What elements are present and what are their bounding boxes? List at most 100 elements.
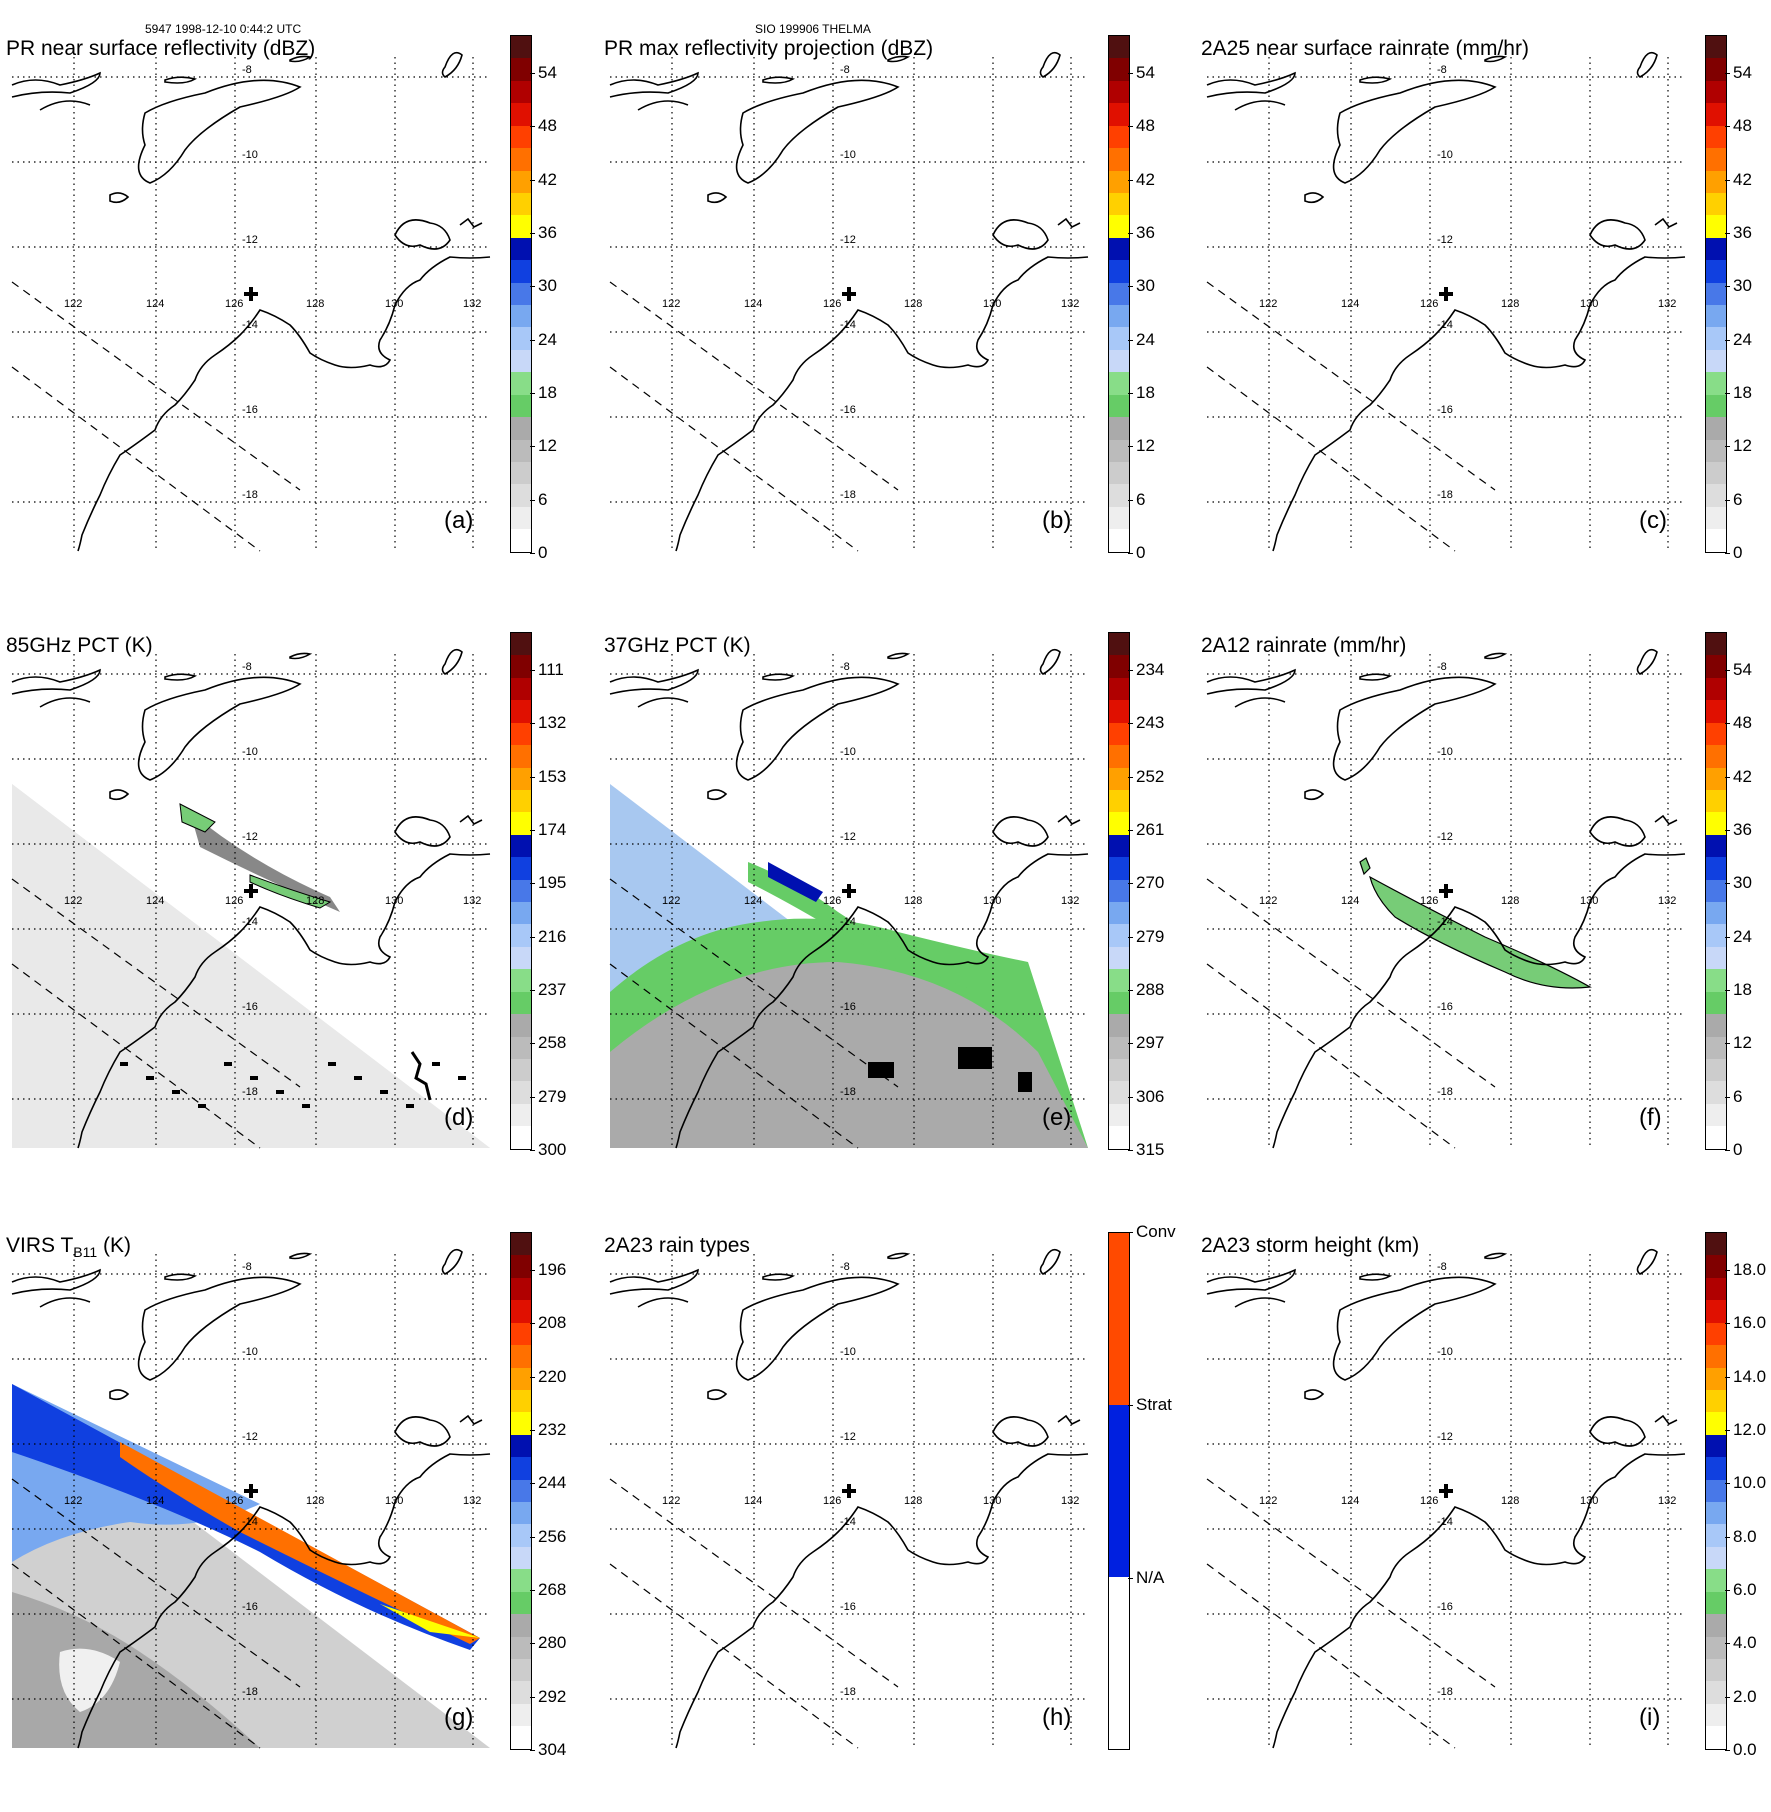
panel-label: (d) (444, 1104, 474, 1131)
panel-title: 2A23 storm height (km) (1201, 1234, 1420, 1257)
colorbar-segment (1109, 327, 1129, 350)
colorbar-tick-label: 16.0 (1724, 1313, 1767, 1333)
colorbar-segment (1706, 700, 1726, 723)
lon-label: 122 (662, 298, 680, 310)
pct85-warm-pixel (458, 1076, 466, 1080)
pct37-cold-core (768, 862, 823, 902)
panel-label: (h) (1042, 1704, 1072, 1731)
colorbar-segment (511, 924, 531, 947)
colorbar-tick-label: 0 (1127, 543, 1146, 562)
colorbar-segment (1109, 1059, 1129, 1082)
lon-label: 124 (1341, 298, 1359, 310)
colorbar-segment (511, 36, 531, 59)
lon-label: 122 (662, 1495, 680, 1507)
lat-label: -8 (840, 64, 850, 76)
colorbar-tick-label: 0.0 (1725, 1740, 1757, 1759)
colorbar-segment (511, 1726, 531, 1749)
colorbar-segment (511, 1389, 531, 1413)
lat-label: -12 (840, 234, 856, 246)
lat-label: -18 (840, 1086, 856, 1098)
colorbar-tick-label: Strat (1128, 1395, 1172, 1414)
colorbar-segment (511, 812, 531, 835)
lat-label: -14 (242, 1516, 258, 1528)
colorbar-segment (511, 857, 531, 880)
colorbar-segment (1109, 946, 1129, 970)
coordinate-labels: 122 124 126 128 130 132 -8 -10 -12 -14 -16 -18 (1259, 64, 1676, 501)
colorbar-segment (1706, 902, 1726, 925)
lat-label: -10 (242, 1346, 258, 1358)
colorbar-tick-label: 195 (529, 873, 567, 893)
colorbar-segment (1706, 58, 1726, 81)
colorbar-segment (1706, 946, 1726, 970)
coastline (609, 648, 1089, 1149)
lat-label: -14 (1437, 916, 1453, 928)
colorbar-segment (1109, 745, 1129, 768)
colorbar-segment (1109, 305, 1129, 328)
pct85-green-patch (249, 874, 332, 909)
plus-icon (244, 1484, 258, 1498)
coordinate-labels: 122 124 126 128 130 132 -8 -10 -12 -14 -16 -18 (1259, 661, 1676, 1098)
rain2a12-area (1359, 857, 1371, 876)
colorbar-segment (511, 1367, 531, 1390)
colorbar-segment (1706, 655, 1726, 678)
colorbar-tick-label: 12 (1725, 436, 1752, 456)
lat-label: -10 (242, 746, 258, 758)
colorbar-tick-label: 232 (529, 1420, 567, 1439)
colorbar-tick-label: 6 (529, 489, 548, 509)
lon-label: 128 (306, 1495, 324, 1507)
orbit-time-header: 5947 1998-12-10 0:44:2 UTC (145, 22, 302, 36)
colorbar-tick-label: 48 (1725, 713, 1752, 733)
colorbar-segment (1706, 36, 1726, 59)
virs-cold-edge (380, 1604, 480, 1638)
pct85-warm-pixel (276, 1090, 284, 1094)
colorbar-segment (511, 215, 531, 238)
colorbar-segment (1706, 1322, 1726, 1346)
lat-label: -8 (840, 661, 850, 673)
colorbar-segment (511, 260, 531, 283)
colorbar-tick-label: 24 (530, 329, 557, 349)
graticule (12, 57, 490, 551)
colorbar-segment (1109, 125, 1129, 149)
colorbar-tick-label: 36 (1725, 223, 1752, 242)
lat-label: -8 (1437, 661, 1447, 673)
lon-label: 128 (1501, 895, 1519, 907)
colorbar-segment (511, 1569, 531, 1592)
colorbar-segment (511, 417, 531, 440)
graticule (610, 57, 1088, 551)
colorbar-segment (511, 1546, 531, 1570)
lon-label: 132 (1658, 895, 1676, 907)
map-e: 122 124 126 128 130 132 -8 -10 -12 -14 -16 -18 (609, 648, 1089, 1149)
pct85-warm-pixel (198, 1104, 206, 1108)
graticule (1207, 1254, 1685, 1748)
colorbar-tick-label: 42 (1725, 169, 1752, 189)
lon-label: 132 (463, 298, 481, 310)
coordinate-labels: 122 124 126 128 130 132 -8 -10 -12 -14 -16 -18 (64, 661, 481, 1098)
colorbar-segment (1706, 1103, 1726, 1127)
colorbar-tick-label: 111 (530, 660, 564, 679)
colorbar (1108, 1232, 1130, 1750)
colorbar-segment (511, 192, 531, 216)
colorbar-segment (1109, 969, 1129, 992)
colorbar-segment (511, 148, 531, 171)
lon-label: 130 (983, 298, 1001, 310)
colorbar-segment (1706, 1277, 1726, 1301)
lat-label: -8 (840, 1261, 850, 1273)
lon-label: 126 (225, 1495, 243, 1507)
graticule (610, 1254, 1088, 1748)
colorbar (1108, 632, 1130, 1150)
colorbar (1705, 1232, 1727, 1750)
lat-label: -16 (1437, 1601, 1453, 1613)
colorbar-segment (1706, 192, 1726, 216)
colorbar-segment (511, 58, 531, 81)
colorbar-tick-label: 4.0 (1725, 1633, 1757, 1653)
lat-label: -12 (1437, 1431, 1453, 1443)
colorbar-segment (511, 237, 531, 261)
colorbar-tick-label: 12 (1128, 436, 1155, 456)
colorbar-tick-label: 306 (1127, 1086, 1165, 1106)
colorbar-tick-label: 297 (1127, 1033, 1165, 1053)
colorbar-segment (1706, 1591, 1726, 1615)
swath-edge (609, 281, 899, 552)
lat-label: -18 (840, 1686, 856, 1698)
swath-edge (609, 1478, 899, 1749)
colorbar-segment (511, 991, 531, 1015)
